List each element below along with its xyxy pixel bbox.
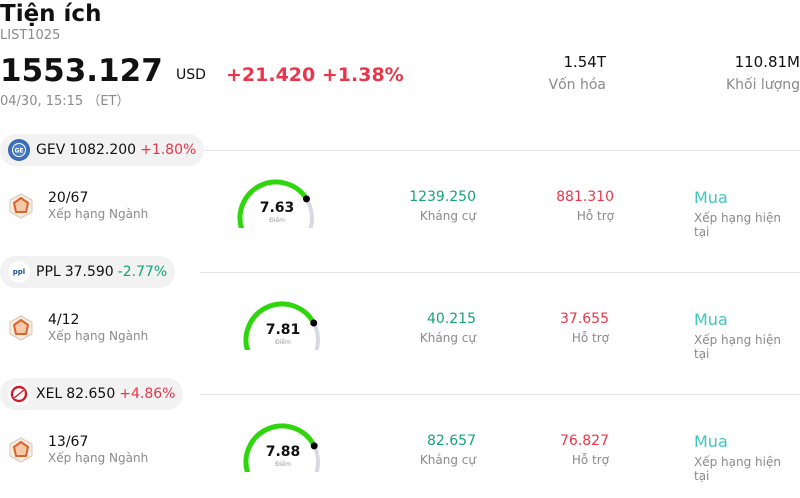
index-price: 1553.127 — [0, 53, 163, 89]
ticker-chip-xel[interactable]: XEL 82.650 +4.86% — [0, 378, 184, 410]
current-rating-value: Mua — [694, 310, 728, 329]
index-code: LIST1025 — [0, 28, 61, 43]
support-value: 37.655 — [560, 311, 609, 327]
market-cap-value: 1.54T — [563, 53, 606, 71]
industry-rank-label: Xếp hạng Ngành — [48, 207, 149, 221]
gauge-track — [304, 196, 314, 233]
volume-value: 110.81M — [734, 53, 800, 71]
gauge-fill — [243, 301, 317, 355]
gauge-marker — [310, 442, 318, 450]
current-rating-label: Xếp hạng hiện tại — [694, 333, 781, 361]
ticker-price: 1082.200 — [69, 142, 137, 158]
score-unit: Điểm — [275, 339, 291, 346]
score-gauge — [240, 422, 326, 477]
index-change-value: +21.420 — [226, 64, 316, 86]
industry-rank-badge-icon — [8, 436, 34, 468]
stock-section-ppl: ppl PPL 37.590 -2.77% 4/12 Xếp hạng Ngành 7.81… — [0, 256, 800, 376]
current-rating-value: Mua — [694, 432, 728, 451]
resistance-label: Kháng cự — [419, 331, 476, 345]
page-title: Tiện ích — [0, 1, 102, 27]
score-value: 7.63 — [259, 200, 295, 216]
ticker-change-percent: -2.77% — [117, 264, 168, 280]
ticker-change-percent: +1.80% — [140, 142, 197, 158]
resistance-value: 82.657 — [427, 433, 476, 449]
gauge-marker — [310, 319, 318, 327]
industry-rank-label: Xếp hạng Ngành — [48, 451, 149, 465]
market-cap-label: Vốn hóa — [548, 77, 606, 93]
gauge-fill — [243, 423, 317, 477]
ppl-logo-icon: ppl — [8, 261, 30, 283]
currency-label: USD — [176, 67, 206, 83]
industry-rank-value: 20/67 — [48, 190, 89, 206]
score-gauge — [240, 300, 326, 355]
current-rating-value: Mua — [694, 188, 728, 207]
current-rating-label: Xếp hạng hiện tại — [694, 455, 781, 483]
score-value: 7.88 — [265, 444, 301, 460]
score-unit: Điểm — [275, 461, 291, 468]
support-value: 881.310 — [556, 189, 614, 205]
gauge-marker — [302, 195, 310, 203]
section-divider — [200, 272, 800, 273]
industry-rank-value: 4/12 — [48, 312, 80, 328]
ticker-price: 82.650 — [66, 386, 116, 402]
support-value: 76.827 — [560, 433, 609, 449]
score-value: 7.81 — [265, 322, 301, 338]
ticker-chip-gev[interactable]: GE GEV 1082.200 +1.80% — [0, 134, 205, 166]
stock-section-xel: XEL 82.650 +4.86% 13/67 Xếp hạng Ngành 7.88 Đi… — [0, 378, 800, 498]
ticker-symbol: GEV — [36, 142, 66, 158]
industry-rank-badge-icon — [8, 314, 34, 346]
quote-timestamp: 04/30, 15:15 （ET） — [0, 94, 130, 109]
resistance-value: 1239.250 — [409, 189, 476, 205]
ticker-symbol: PPL — [36, 264, 61, 280]
svg-text:GE: GE — [14, 148, 23, 155]
resistance-value: 40.215 — [427, 311, 476, 327]
index-change: +21.420 +1.38% — [226, 64, 404, 86]
score-unit: Điểm — [269, 217, 285, 224]
resistance-label: Kháng cự — [419, 453, 476, 467]
industry-rank-badge-icon — [8, 192, 34, 224]
industry-rank-value: 13/67 — [48, 434, 89, 450]
volume-label: Khối lượng — [725, 77, 800, 93]
gauge-track — [312, 443, 320, 477]
index-change-percent: +1.38% — [321, 64, 404, 86]
support-label: Hỗ trợ — [576, 209, 614, 223]
stock-section-gev: GE GEV 1082.200 +1.80% 20/67 Xếp hạng Ngành 7.… — [0, 134, 800, 254]
support-label: Hỗ trợ — [571, 331, 609, 345]
resistance-label: Kháng cự — [419, 209, 476, 223]
xcel-energy-logo-icon — [8, 383, 30, 405]
gauge-track — [311, 320, 320, 355]
section-divider — [200, 150, 800, 151]
ticker-chip-ppl[interactable]: ppl PPL 37.590 -2.77% — [0, 256, 176, 288]
gauge-fill — [237, 179, 309, 233]
score-gauge — [234, 178, 320, 233]
support-label: Hỗ trợ — [571, 453, 609, 467]
current-rating-label: Xếp hạng hiện tại — [694, 211, 781, 239]
ge-vernova-logo-icon: GE — [8, 139, 30, 161]
ticker-symbol: XEL — [36, 386, 63, 402]
industry-rank-label: Xếp hạng Ngành — [48, 329, 149, 343]
ticker-price: 37.590 — [64, 264, 114, 280]
section-divider — [200, 394, 800, 395]
ticker-change-percent: +4.86% — [119, 386, 176, 402]
